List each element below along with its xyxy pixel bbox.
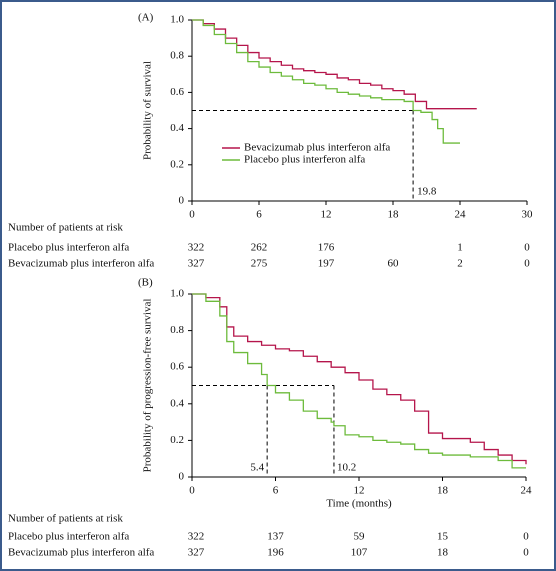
risk-value: 0 (523, 531, 529, 543)
x-axis-label: Time (months) (326, 498, 392, 510)
risk-value: 327 (188, 547, 205, 559)
legend-label: Bevacizumab plus interferon alfa (244, 142, 390, 154)
survival-curve (192, 293, 527, 465)
y-tick-label: 0.8 (170, 324, 184, 336)
risk-value: 322 (188, 531, 205, 543)
survival-curve (192, 19, 477, 110)
risk-value: 60 (388, 258, 400, 270)
survival-curve (192, 293, 526, 469)
reference-label: 10.2 (337, 462, 356, 474)
y-tick-label: 0.2 (170, 158, 184, 170)
risk-value: 107 (351, 547, 368, 559)
x-tick-label: 6 (256, 209, 262, 221)
panel-label: (A) (138, 12, 154, 24)
risk-value: 197 (318, 258, 335, 270)
y-tick-label: 0.6 (170, 86, 184, 98)
y-tick-label: 0.4 (170, 397, 184, 409)
risk-row-label: Placebo plus interferon alfa (8, 242, 129, 254)
risk-table-title: Number of patients at risk (8, 222, 123, 234)
y-axis-label: Probability of survival (142, 61, 154, 160)
risk-value: 2 (457, 258, 463, 270)
y-tick-label: 0.4 (170, 122, 184, 134)
y-tick-label: 0.6 (170, 361, 184, 373)
risk-value: 18 (437, 547, 449, 559)
x-tick-label: 0 (189, 209, 195, 221)
survival-curve (192, 19, 460, 144)
y-tick-label: 1.0 (170, 288, 184, 300)
x-tick-label: 12 (354, 485, 365, 497)
x-tick-label: 30 (522, 209, 534, 221)
y-tick-label: 0.8 (170, 50, 184, 62)
risk-value: 0 (524, 242, 530, 254)
x-tick-label: 24 (455, 209, 467, 221)
risk-value: 262 (251, 242, 268, 254)
panel-label: (B) (138, 277, 153, 289)
legend-label: Placebo plus interferon alfa (244, 154, 365, 166)
risk-table-title: Number of patients at risk (8, 513, 123, 525)
risk-value: 322 (188, 242, 205, 254)
risk-value: 137 (267, 531, 284, 543)
y-tick-label: 0 (179, 195, 185, 207)
reference-label: 5.4 (250, 462, 264, 474)
risk-row-label: Bevacizumab plus interferon alfa (8, 547, 154, 559)
x-tick-label: 0 (189, 485, 195, 497)
risk-value: 275 (251, 258, 268, 270)
x-tick-label: 18 (388, 209, 400, 221)
y-axis-label: Probability of progression-free survival (142, 299, 154, 473)
x-tick-label: 24 (521, 485, 533, 497)
risk-value: 327 (188, 258, 205, 270)
risk-value: 196 (267, 547, 284, 559)
y-tick-label: 0 (179, 471, 185, 483)
x-tick-label: 18 (437, 485, 449, 497)
risk-row-label: Placebo plus interferon alfa (8, 531, 129, 543)
y-tick-label: 0.2 (170, 434, 184, 446)
reference-label: 19.8 (417, 186, 437, 198)
y-tick-label: 1.0 (170, 14, 184, 26)
x-tick-label: 6 (273, 485, 279, 497)
risk-value: 15 (437, 531, 449, 543)
risk-value: 176 (318, 242, 335, 254)
risk-value: 1 (457, 242, 463, 254)
x-tick-label: 12 (321, 209, 332, 221)
risk-value: 0 (524, 258, 530, 270)
risk-row-label: Bevacizumab plus interferon alfa (8, 258, 154, 270)
risk-value: 0 (523, 547, 529, 559)
risk-value: 59 (354, 531, 366, 543)
